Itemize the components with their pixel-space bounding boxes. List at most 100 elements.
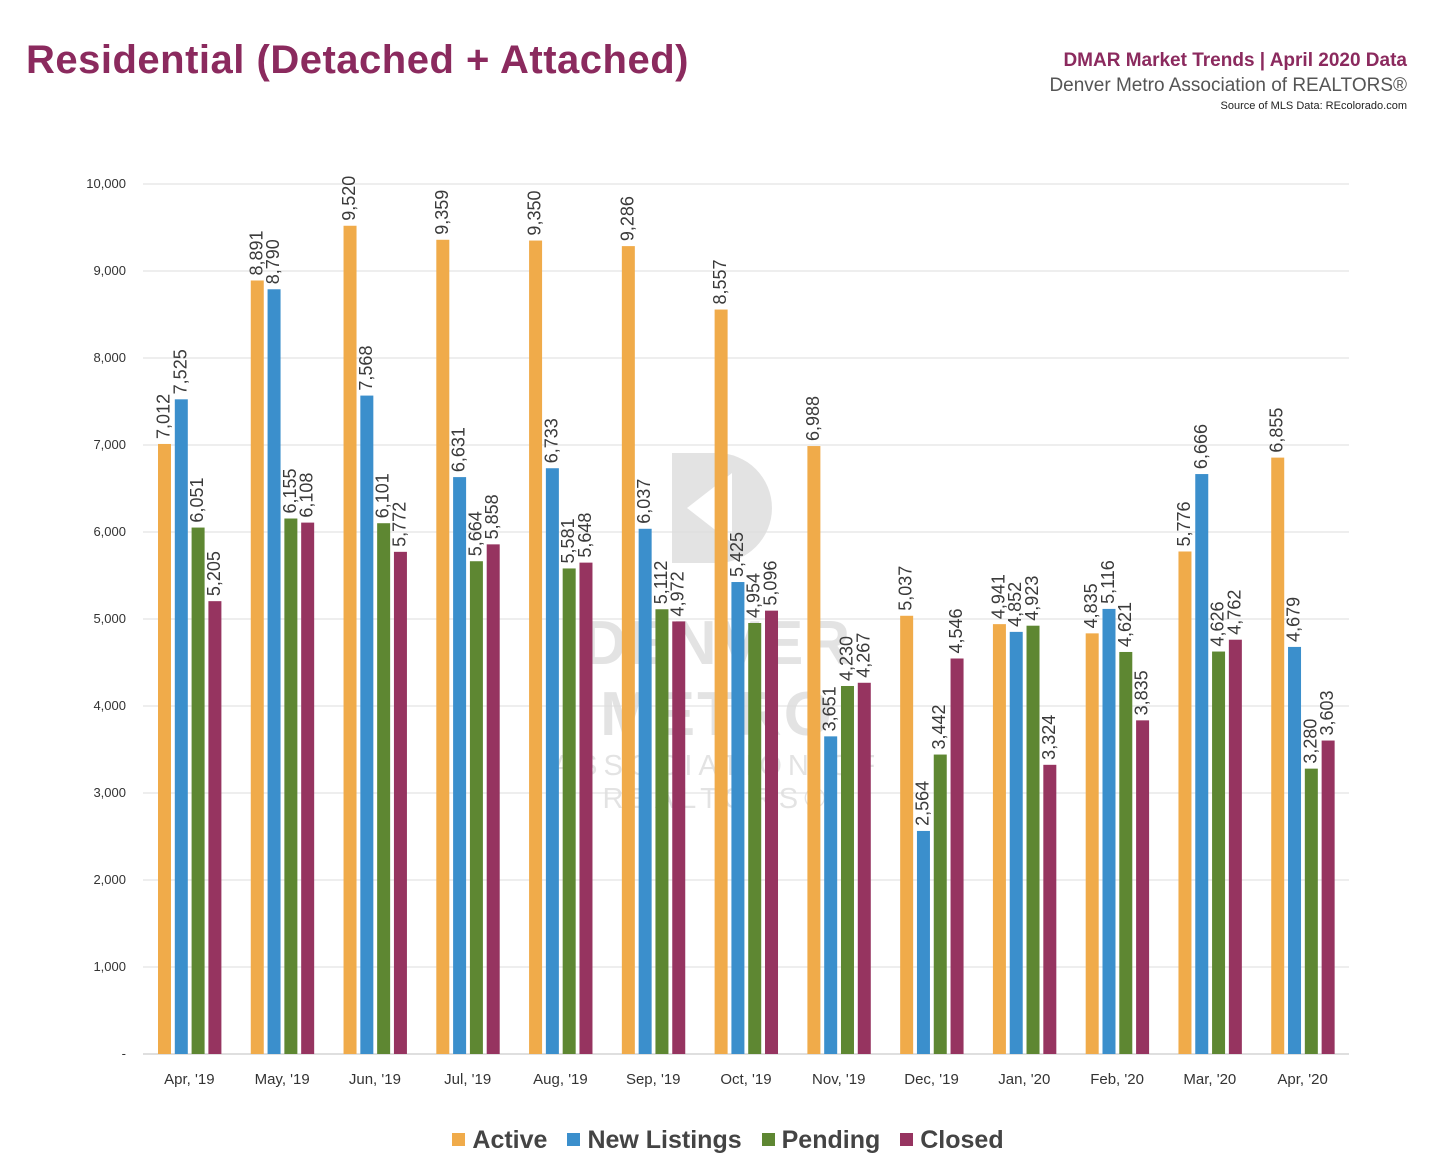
data-label: 5,581 [558,518,578,563]
data-label: 3,651 [820,686,840,731]
data-label: 5,112 [651,561,671,605]
x-tick-label: Aug, '19 [533,1071,588,1088]
legend-item-active: Active [452,1126,547,1155]
bars [158,225,1335,1055]
legend-swatch-icon [761,1133,775,1146]
data-label: 6,733 [541,418,561,463]
bar-new-listings [1009,631,1023,1054]
data-label: 5,425 [727,532,747,577]
data-label: 7,525 [170,349,190,394]
x-axis-ticks: Apr, '19 May, '19 Jun, '19 Jul, '19 Aug, '19… [164,1071,1328,1088]
data-labels: 7,012 8,891 9,520 9,359 9,350 9,286 8,557 6,988… [154,176,1338,826]
x-tick-label: Jun, '19 [349,1071,401,1088]
y-tick-label: 4,000 [93,698,126,713]
bar-pending [191,527,205,1054]
data-label: 4,923 [1022,576,1042,621]
bar-closed [1321,740,1335,1054]
y-tick-label: 6,000 [93,524,126,539]
legend-item-closed: Closed [900,1126,1004,1155]
data-label: 5,096 [761,561,781,606]
legend-label: Active [472,1126,548,1154]
data-label: 4,230 [836,636,856,681]
y-tick-label: 9,000 [93,263,126,278]
bar-new-listings [916,830,930,1054]
bar-new-listings [824,736,838,1054]
data-label: 4,762 [1224,590,1244,635]
bar-active [621,246,635,1055]
data-label: 9,520 [339,176,359,221]
data-label: 5,648 [575,513,595,558]
y-tick-label: 10,000 [86,176,126,191]
data-label: 6,855 [1267,408,1287,453]
bar-pending [1119,651,1133,1054]
data-label: 5,776 [1174,501,1194,546]
bar-pending [469,561,483,1054]
bar-active [1178,551,1192,1054]
data-label: 4,621 [1115,602,1135,647]
bar-active [714,309,728,1054]
data-label: 8,790 [263,239,283,284]
bar-closed [301,522,315,1054]
data-label: 2,564 [912,781,932,826]
data-label: 6,108 [297,473,317,518]
bar-active [807,446,821,1054]
bar-pending [284,518,298,1054]
x-tick-label: Nov, '19 [812,1071,865,1088]
data-label: 4,941 [988,574,1008,619]
data-label: 6,155 [280,468,300,513]
x-tick-label: May, '19 [255,1071,310,1088]
data-label: 4,546 [946,608,966,653]
data-label: 3,324 [1039,715,1059,760]
x-tick-label: Jul, '19 [444,1071,491,1088]
x-tick-label: Apr, '20 [1277,1071,1327,1088]
data-label: 5,037 [896,566,916,611]
x-tick-label: Mar, '20 [1183,1071,1236,1088]
bar-closed [579,562,593,1054]
bar-active [343,225,357,1054]
data-label: 6,037 [634,479,654,524]
bar-pending [840,685,854,1054]
data-label: 7,012 [154,394,174,439]
bar-closed [857,682,871,1054]
bar-pending [562,568,576,1054]
bar-closed [672,621,686,1054]
bar-new-listings [638,528,652,1054]
bar-pending [748,623,762,1054]
x-tick-label: Oct, '19 [720,1071,771,1088]
bar-active [529,240,543,1055]
bar-pending [933,754,947,1054]
y-tick-label: - [122,1046,126,1061]
bar-closed [1043,764,1057,1054]
data-label: 5,664 [465,511,485,556]
bar-active [158,443,171,1054]
bar-active [1271,457,1285,1054]
bar-closed [765,610,779,1054]
y-tick-label: 2,000 [93,872,126,887]
bar-pending [377,523,391,1054]
data-label: 3,442 [929,704,949,749]
legend-label: New Listings [587,1126,742,1154]
bar-new-listings [174,399,188,1054]
legend-swatch-icon [452,1133,466,1146]
bar-closed [1228,639,1242,1054]
data-label: 5,772 [389,502,409,547]
bar-new-listings [453,477,467,1054]
data-label: 6,051 [187,478,207,523]
x-tick-label: Jan, '20 [998,1071,1050,1088]
bar-pending [1026,625,1040,1054]
x-tick-label: Apr, '19 [164,1071,214,1088]
bar-active [900,615,914,1054]
legend-item-new-listings: New Listings [567,1126,742,1155]
bar-pending [655,609,669,1054]
legend-label: Closed [920,1126,1004,1154]
bar-new-listings [545,468,559,1054]
gridlines [143,183,1349,1055]
x-tick-label: Feb, '20 [1090,1071,1144,1088]
data-label: 9,359 [432,190,452,235]
y-tick-label: 1,000 [93,959,126,974]
data-label: 9,286 [617,196,637,241]
data-source-note: Source of MLS Data: REcolorado.com [1220,100,1407,112]
data-label: 6,101 [373,473,393,518]
data-label: 4,267 [853,633,873,678]
